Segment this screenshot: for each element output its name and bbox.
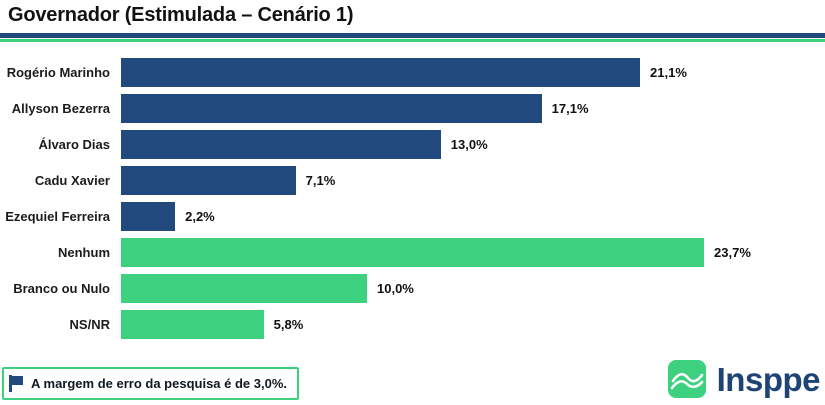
bar-label: Ezequiel Ferreira <box>5 208 110 224</box>
bar-row: Allyson Bezerra 17,1% <box>0 90 825 126</box>
bar-value: 17,1% <box>551 100 589 116</box>
bar-label: Allyson Bezerra <box>11 100 110 116</box>
insppe-logo: Insppe <box>667 360 821 398</box>
bar-row: Álvaro Dias 13,0% <box>0 126 825 162</box>
waves-icon <box>667 360 706 398</box>
bar-row: Rogério Marinho 21,1% <box>0 54 825 90</box>
bar-row: Ezequiel Ferreira 2,2% <box>0 198 825 234</box>
bar-label: Cadu Xavier <box>34 172 110 188</box>
bar-value: 5,8% <box>273 316 304 332</box>
flag-icon <box>8 374 24 393</box>
bar <box>121 309 264 339</box>
bar <box>121 165 296 195</box>
page-title: Governador (Estimulada – Cenário 1) <box>8 4 354 26</box>
bar <box>121 237 705 267</box>
bar-row: NS/NR 5,8% <box>0 306 825 342</box>
footnote-text: A margem de erro da pesquisa é de 3,0%. <box>31 376 288 391</box>
bar <box>121 273 367 303</box>
bar-label: Rogério Marinho <box>6 64 110 80</box>
bar-value: 2,2% <box>185 208 215 224</box>
bar-label: Nenhum <box>58 244 110 260</box>
bar <box>121 57 641 87</box>
bar-chart: Rogério Marinho 21,1% Allyson Bezerra 17… <box>0 54 825 342</box>
bar-row: Branco ou Nulo 10,0% <box>0 270 825 306</box>
bar-row: Nenhum 23,7% <box>0 234 825 270</box>
title-rule-blue <box>0 33 825 38</box>
bar-value: 23,7% <box>714 244 751 260</box>
bar-label: Branco ou Nulo <box>13 280 110 296</box>
bar-label: NS/NR <box>69 316 110 332</box>
bar-label: Álvaro Dias <box>38 136 110 152</box>
bar <box>121 93 542 123</box>
bar-value: 13,0% <box>450 136 488 152</box>
title-rule-green <box>0 39 825 42</box>
bar-value: 10,0% <box>377 280 414 296</box>
bar <box>121 129 441 159</box>
bar-row: Cadu Xavier 7,1% <box>0 162 825 198</box>
header: Governador (Estimulada – Cenário 1) <box>0 4 825 42</box>
logo-wordmark: Insppe <box>716 360 821 398</box>
footnote-box: A margem de erro da pesquisa é de 3,0%. <box>2 367 300 400</box>
bar-value: 7,1% <box>305 172 336 188</box>
bar <box>121 201 176 231</box>
bar-value: 21,1% <box>650 64 687 80</box>
